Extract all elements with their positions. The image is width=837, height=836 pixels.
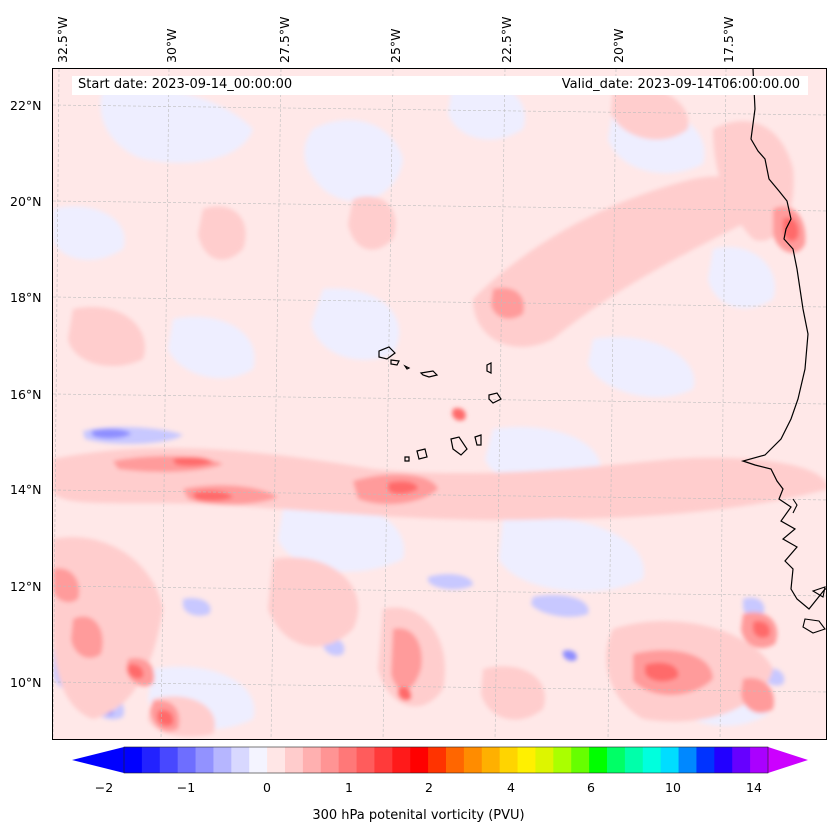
pv-field — [53, 69, 826, 739]
colorbar-cell — [213, 747, 232, 773]
colorbar-cell — [481, 747, 501, 773]
pv-map — [52, 68, 827, 740]
lon-label-25w: 25°W — [388, 28, 403, 63]
lon-label-17.5w: 17.5°W — [721, 16, 736, 63]
lat-label-16n: 16°N — [10, 387, 42, 402]
colorbar-frame — [123, 746, 769, 774]
colorbar-cell — [428, 747, 447, 773]
colorbar-cell — [177, 747, 197, 773]
graticule — [53, 69, 826, 739]
colorbar-cell — [338, 747, 358, 773]
colorbar-cell — [696, 747, 715, 773]
colorbar-cell — [571, 747, 590, 773]
lat-label-20n: 20°N — [10, 194, 42, 209]
colorbar — [72, 746, 808, 774]
colorbar-cell — [320, 747, 340, 773]
colorbar-cell — [374, 747, 393, 773]
africa-coastline — [740, 69, 826, 610]
lat-label-18n: 18°N — [10, 290, 42, 305]
valid-date: Valid_date: 2023-09-14T06:00:00.00 — [561, 77, 800, 92]
colorbar-tick-10: 10 — [665, 780, 681, 795]
colorbar-cell — [553, 747, 572, 773]
colorbar-cell — [159, 747, 179, 773]
colorbar-label: 300 hPa potenital vorticity (PVU) — [312, 808, 525, 823]
colorbar-tick-6: 6 — [587, 780, 595, 795]
colorbar-cell — [446, 747, 465, 773]
colorbar-high-extend — [768, 747, 808, 773]
colorbar-tick-0: 0 — [263, 780, 271, 795]
colorbar-cell — [750, 747, 769, 773]
pv-contours — [53, 78, 826, 737]
coastline-details — [792, 498, 826, 634]
colorbar-tick-14: 14 — [746, 780, 762, 795]
colorbar-cell — [535, 747, 554, 773]
colorbar-cell — [410, 747, 429, 773]
colorbar-tick-2: 2 — [425, 780, 433, 795]
colorbar-cell — [589, 747, 608, 773]
colorbar-cell — [302, 747, 322, 773]
colorbar-cell — [642, 747, 662, 773]
colorbar-cell — [285, 747, 304, 773]
colorbar-cell — [141, 747, 161, 773]
colorbar-cell — [463, 747, 483, 773]
colorbar-cell — [124, 747, 143, 773]
colorbar-cell — [517, 747, 537, 773]
colorbar-cell — [499, 747, 519, 773]
colorbar-cell — [392, 747, 411, 773]
lat-label-22n: 22°N — [10, 98, 42, 113]
colorbar-tick-neg2: −2 — [94, 780, 114, 795]
lon-label-30w: 30°W — [164, 28, 179, 63]
colorbar-low-extend — [72, 747, 124, 773]
colorbar-tick-1: 1 — [345, 780, 353, 795]
colorbar-cell — [231, 747, 250, 773]
colorbar-cell — [732, 747, 751, 773]
colorbar-cell — [356, 747, 376, 773]
colorbar-cell — [660, 747, 680, 773]
lon-label-20w: 20°W — [611, 28, 626, 63]
lat-label-10n: 10°N — [10, 675, 42, 690]
lon-label-22.5w: 22.5°W — [499, 16, 514, 63]
lon-label-27.5w: 27.5°W — [277, 16, 292, 63]
colorbar-cell — [249, 747, 268, 773]
colorbar-cell — [267, 747, 286, 773]
colorbar-cell — [195, 747, 215, 773]
colorbar-cells — [124, 747, 769, 773]
start-date: Start date: 2023-09-14_00:00:00 — [78, 77, 293, 92]
lat-label-14n: 14°N — [10, 482, 42, 497]
colorbar-cell — [624, 747, 644, 773]
date-banner: Start date: 2023-09-14_00:00:00 Valid_da… — [72, 76, 808, 95]
colorbar-cell — [607, 747, 626, 773]
colorbar-tick-neg1: −1 — [176, 780, 196, 795]
cape-verde-islands — [378, 346, 502, 462]
colorbar-cell — [714, 747, 733, 773]
colorbar-tick-4: 4 — [507, 780, 515, 795]
colorbar-cell — [678, 747, 698, 773]
strong-positive-areas — [128, 217, 799, 727]
lat-label-12n: 12°N — [10, 579, 42, 594]
lon-label-32.5w: 32.5°W — [55, 16, 70, 63]
